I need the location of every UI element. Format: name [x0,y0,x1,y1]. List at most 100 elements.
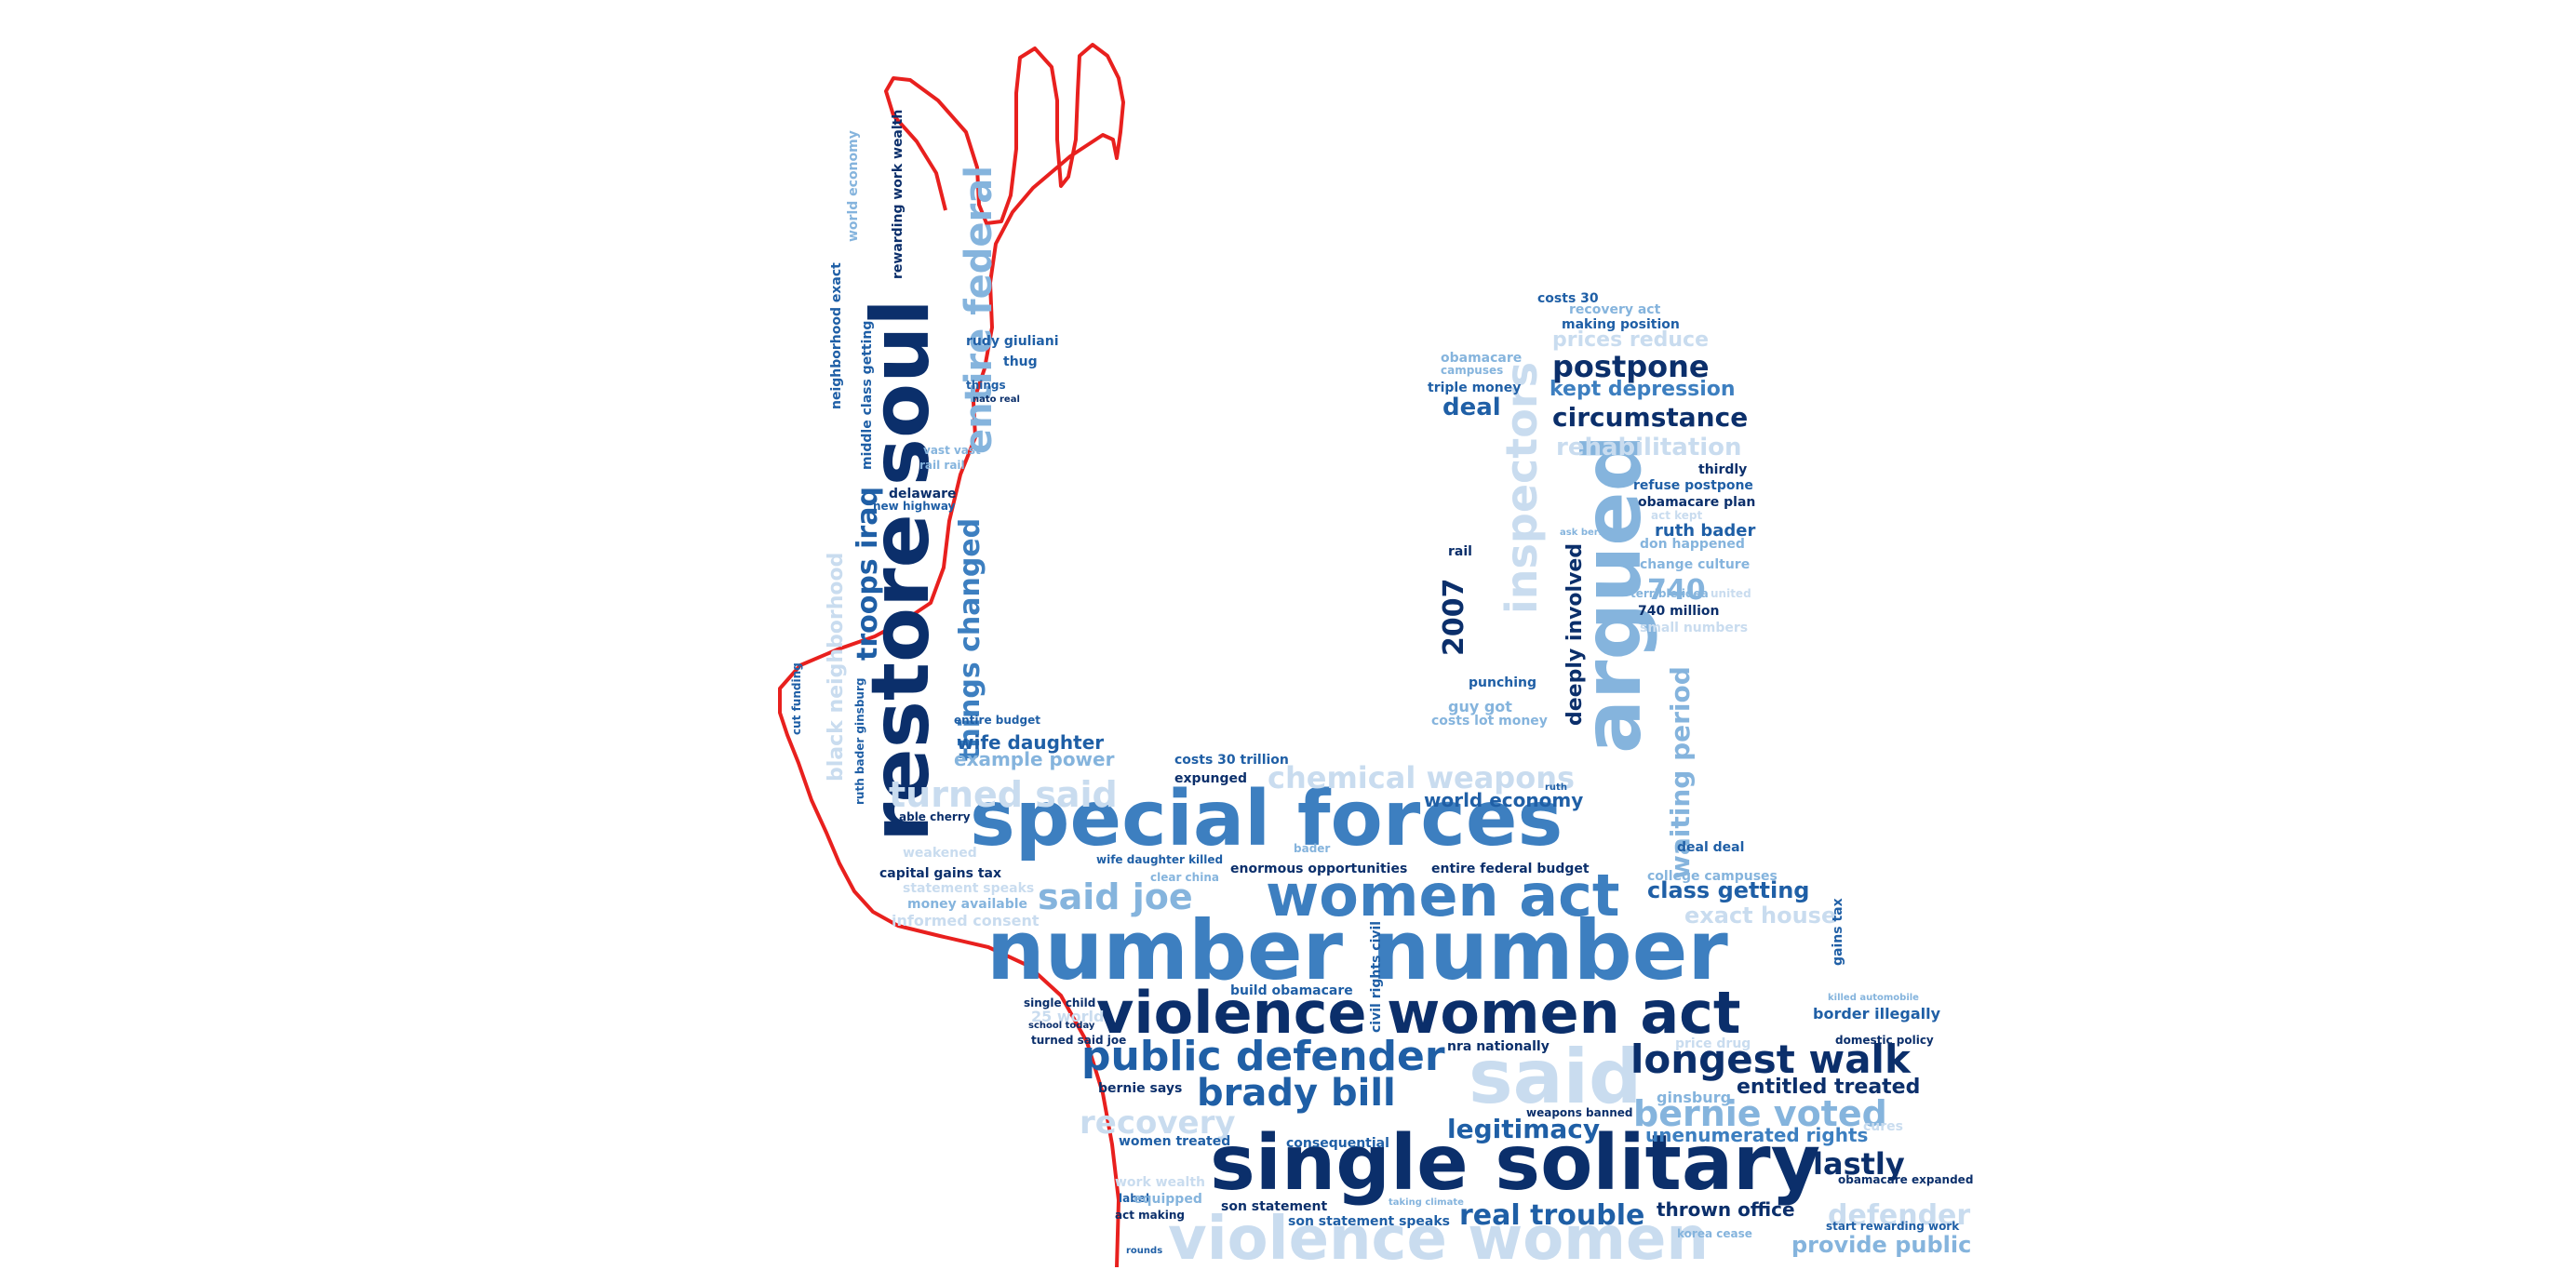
cloud-word: new highway [873,500,956,513]
cloud-word: border illegally [1813,1005,1941,1023]
cloud-word: change culture [1640,557,1751,572]
cloud-word: refuse postpone [1633,478,1753,493]
cloud-word: obamacare plan [1638,495,1756,510]
cloud-word: delaware [889,487,957,501]
cloud-word: chemical weapons [1268,760,1576,795]
cloud-word: bader [1294,842,1331,855]
cloud-word: postpone [1552,349,1710,384]
cloud-word: prices reduce [1552,328,1709,352]
cloud-word: work wealth [1115,1175,1205,1190]
cloud-word: rounds [1126,1246,1163,1256]
cloud-word: terrible idea [1630,587,1709,600]
cloud-word: guy got [1448,698,1512,715]
cloud-word: price drug [1675,1036,1751,1051]
cloud-word: domestic policy [1835,1034,1934,1047]
cloud-word: money available [907,897,1028,912]
cloud-word: provide public [1791,1232,1972,1258]
cloud-word: unenumerated rights [1645,1124,1869,1146]
cloud-word: legitimacy [1447,1114,1601,1144]
cloud-word: 2007 [1438,578,1470,657]
cloud-word: violence women [1168,1205,1709,1270]
cloud-word: recovery [1080,1104,1236,1142]
cloud-word: entire federal [958,166,1000,454]
cloud-word: said joe [1038,876,1193,917]
cloud-word: weakened [903,846,977,861]
cloud-word: lastly [1813,1146,1905,1182]
cloud-word: college campuses [1647,869,1778,884]
cloud-word: 740 million [1638,604,1720,619]
cloud-word: single solitary [1210,1119,1821,1208]
cloud-word: ruth [1545,782,1567,793]
cloud-word: rail [1448,544,1472,559]
cloud-word: making position [1562,317,1680,332]
cloud-word: clear china [1150,871,1219,884]
cloud-word: able cherry [899,810,971,823]
cloud-word: united [1711,587,1751,600]
cloud-word: longest walk [1630,1036,1911,1082]
cloud-word: weapons banned [1526,1106,1633,1119]
cloud-word: statement speaks [903,881,1035,896]
cloud-word: turned said [889,774,1118,815]
cloud-word: son statement speaks [1288,1214,1451,1229]
cloud-word: korea cease [1677,1227,1752,1240]
cloud-word: taking climate [1389,1197,1464,1208]
cloud-word: triple money [1428,381,1522,395]
cloud-word: brady bill [1197,1072,1396,1115]
cloud-word: deeply involved [1563,542,1587,726]
cloud-word: school today [1028,1021,1095,1031]
cloud-word: rudy giuliani [966,334,1059,349]
cloud-word: said [1469,1034,1643,1120]
cloud-word: obamacare [1441,351,1523,366]
cloud-word: wife daughter killed [1096,853,1224,866]
cloud-word: entitled treated [1737,1076,1921,1099]
cloud-word: killed automobile [1828,993,1919,1003]
cloud-word: bernie voted [1633,1093,1887,1134]
cloud-word: public defender [1081,1033,1445,1080]
cloud-word: ginsburg [1657,1089,1732,1106]
cloud-word: 25 world [1031,1008,1105,1025]
cloud-word: vast vast [923,444,981,457]
cloud-word: 740 [1647,574,1706,607]
cloud-word: things [966,379,1006,392]
cloud-word: women act [1266,862,1620,929]
cloud-word: recovery act [1569,302,1661,317]
cloud-word: entire federal budget [1431,862,1590,876]
cloud-word: label [1119,1192,1150,1205]
cloud-word: bernie says [1098,1081,1183,1096]
cloud-word: campuses [1441,364,1504,377]
cloud-word: equipped [1134,1192,1202,1207]
cloud-word: world economy [846,130,861,242]
cloud-word: ruth bader [1655,521,1756,541]
cloud-word: costs 30 trillion [1174,753,1289,768]
cloud-word: informed consent [892,912,1040,929]
cloud-word: black neighborhood [825,552,848,782]
cloud-word: neighborhood exact [829,262,844,409]
cloud-word: nato real [973,394,1020,405]
cloud-word: single child [1024,996,1096,1009]
cloud-word: defender [1828,1199,1971,1232]
cloud-word: gains tax [1831,898,1845,966]
cloud-word: costs 30 [1537,291,1599,306]
cloud-word: thug [1003,354,1038,369]
cloud-word: act making [1115,1209,1185,1222]
cloud-word: small numbers [1640,621,1749,635]
cloud-word: world economy [1424,789,1584,811]
cloud-word: real trouble [1459,1199,1645,1232]
cloud-word: obamacare expanded [1838,1173,1974,1186]
cloud-word: circumstance [1552,402,1749,433]
cloud-word: violence women act [1096,979,1741,1047]
cloud-word: kept depression [1550,378,1736,401]
cloud-word: thrown office [1657,1198,1795,1221]
cloud-word: troops iraq [852,487,884,661]
cloud-word: cures [1863,1119,1903,1134]
cloud-word: class getting [1647,877,1810,903]
cloud-word: punching [1469,675,1537,690]
cloud-word: inspectors [1496,362,1547,614]
cloud-word: don happened [1640,537,1745,552]
cloud-word: deal deal [1677,840,1745,855]
cloud-word: entire budget [954,714,1040,727]
cloud-word: thirdly [1698,462,1748,477]
